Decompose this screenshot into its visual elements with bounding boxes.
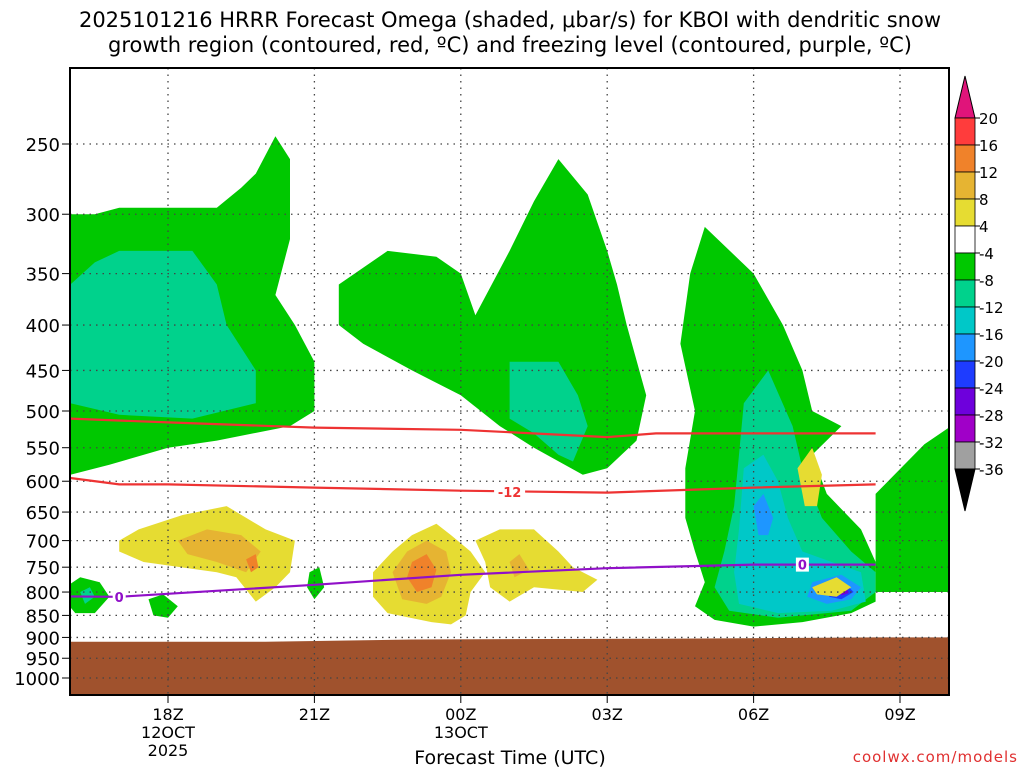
colorbar-label-4: 4 <box>979 218 989 236</box>
omega-region-22 <box>407 554 437 592</box>
omega-region-15 <box>148 594 178 618</box>
y-tick-1000: 1000 <box>14 669 60 690</box>
contour-label-minus12: -12 <box>498 486 522 501</box>
x-tick-03Z: 03Z <box>592 705 623 724</box>
y-tick-400: 400 <box>26 316 60 337</box>
colorbar-swatch-c12_16 <box>954 144 976 173</box>
y-tick-600: 600 <box>26 472 60 493</box>
colorbar-label-11: -28 <box>979 407 1004 425</box>
y-tick-500: 500 <box>26 402 60 423</box>
colorbar-swatch-cm36_m32 <box>954 441 976 470</box>
credit-text: coolwx.com/models <box>853 748 1018 766</box>
y-tick-250: 250 <box>26 135 60 156</box>
contour-label-zero-right: 0 <box>798 559 807 574</box>
omega-region-11 <box>875 427 949 592</box>
x-axis-label: Forecast Time (UTC) <box>414 747 605 768</box>
colorbar-label-3: 8 <box>979 191 989 209</box>
x-tick-18Z: 18Z <box>152 705 183 724</box>
y-tick-450: 450 <box>26 361 60 382</box>
colorbar-swatch-cm4_4 <box>954 225 976 254</box>
colorbar-label-13: -36 <box>979 461 1004 479</box>
colorbar-label-5: -4 <box>979 245 994 263</box>
colorbar-label-9: -20 <box>979 353 1004 371</box>
colorbar-top-triangle <box>954 75 976 119</box>
contour-label-zero-right-bg <box>795 557 809 572</box>
dgz-upper-red <box>70 417 876 439</box>
colorbar-swatch-cm12_m8 <box>954 279 976 308</box>
colorbar-swatch-c16_20 <box>954 117 976 146</box>
grid-lines <box>70 68 949 695</box>
colorbar-swatch-c4_8 <box>954 198 976 227</box>
colorbar-label-7: -12 <box>979 299 1004 317</box>
y-tick-550: 550 <box>26 439 60 460</box>
x-tick-date-00Z: 13OCT <box>434 723 488 742</box>
y-tick-850: 850 <box>26 606 60 627</box>
y-tick-700: 700 <box>26 532 60 553</box>
x-tick-21Z: 21Z <box>299 705 330 724</box>
omega-region-6 <box>734 454 866 614</box>
colorbar-label-0: 20 <box>979 110 998 128</box>
plot-area: -12 0 0 <box>70 68 949 695</box>
y-tick-650: 650 <box>26 503 60 524</box>
colorbar-label-1: 16 <box>979 137 998 155</box>
y-tick-350: 350 <box>26 265 60 286</box>
colorbar-swatch-cm28_m24 <box>954 387 976 416</box>
terrain-ground <box>70 637 949 695</box>
omega-region-16 <box>307 567 325 600</box>
colorbar-label-12: -32 <box>979 434 1004 452</box>
omega-region-1 <box>70 250 256 419</box>
omega-region-7 <box>753 493 774 536</box>
omega-shaded-regions <box>70 136 949 695</box>
x-tick-date-18Z: 12OCT <box>141 723 195 742</box>
chart-title-line-1: 2025101216 HRRR Forecast Omega (shaded, … <box>79 8 941 32</box>
dgz-lower-red <box>70 476 876 494</box>
colorbar-label-10: -24 <box>979 380 1004 398</box>
omega-region-23 <box>475 529 598 602</box>
omega-region-19 <box>246 554 259 573</box>
y-tick-750: 750 <box>26 558 60 579</box>
y-tick-300: 300 <box>26 205 60 226</box>
omega-region-25 <box>812 577 852 597</box>
colorbar-label-2: 12 <box>979 164 998 182</box>
colorbar-label-6: -8 <box>979 272 994 290</box>
x-tick-06Z: 06Z <box>738 705 769 724</box>
x-tick-09Z: 09Z <box>884 705 915 724</box>
contour-label-zero-left: 0 <box>115 591 124 606</box>
y-tick-900: 900 <box>26 628 60 649</box>
omega-region-12 <box>797 447 822 507</box>
contour-lines: -12 0 0 <box>70 417 876 606</box>
y-tick-950: 950 <box>26 649 60 670</box>
contour-label-zero-left-bg <box>112 589 126 604</box>
colorbar-swatch-cm20_m16 <box>954 333 976 362</box>
chart-title-line-2: growth region (contoured, red, ºC) and f… <box>108 33 912 57</box>
plot-frame <box>69 67 950 696</box>
y-axis: 2503003504004505005506006507007508008509… <box>14 135 70 690</box>
colorbar-swatch-cm24_m20 <box>954 360 976 389</box>
contour-label-minus12-bg <box>494 484 526 499</box>
omega-region-3 <box>509 361 588 462</box>
colorbar: 20 16 12 8 4 -4 -8 -12 -16 -20 -24 -28 -32 -36 <box>954 75 1004 512</box>
colorbar-label-8: -16 <box>979 326 1004 344</box>
x-tick-00Z: 00Z <box>445 705 476 724</box>
colorbar-swatch-cm8_m4 <box>954 252 976 281</box>
x-tick-year-18Z: 2025 <box>148 741 189 760</box>
colorbar-swatch-cm32_m28 <box>954 414 976 443</box>
colorbar-bottom-triangle <box>954 468 976 512</box>
colorbar-swatch-cm16_m12 <box>954 306 976 335</box>
colorbar-swatch-c8_12 <box>954 171 976 200</box>
y-tick-800: 800 <box>26 583 60 604</box>
